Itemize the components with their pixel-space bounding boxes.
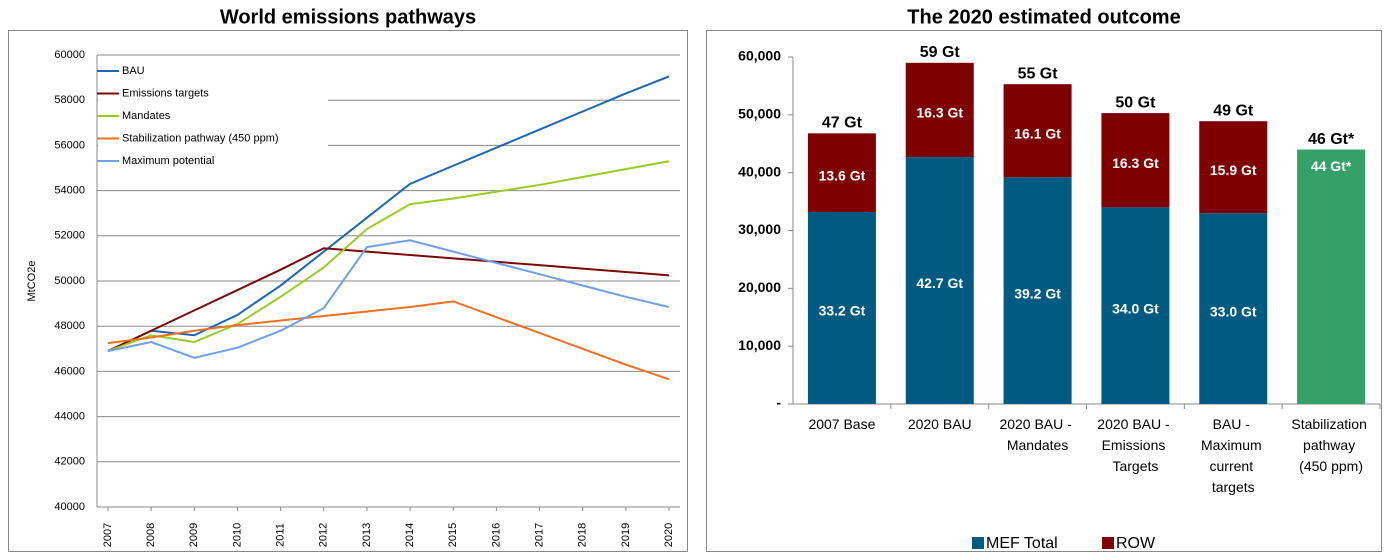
bar-segment: [1199, 213, 1268, 404]
chart-title: World emissions pathways: [220, 6, 476, 28]
value-label: 13.6 Gt: [819, 167, 866, 183]
x-tick-label: 2020: [663, 523, 675, 547]
bar-segment: [807, 133, 876, 212]
y-tick-label: 20,000: [738, 279, 781, 295]
value-label: 44 Gt*: [1311, 158, 1352, 174]
bar-segment: [905, 62, 974, 158]
line-series: [107, 300, 670, 381]
bar-segment: [1003, 177, 1072, 404]
x-tick-label: 2008: [145, 523, 157, 547]
y-tick-label: 40000: [54, 501, 85, 513]
y-tick-label: 60,000: [738, 48, 781, 64]
legend-label: Stabilization pathway (450 ppm): [122, 132, 279, 144]
x-tick-label: 2012: [318, 523, 330, 547]
y-tick-label: 54000: [54, 185, 85, 197]
bar-segment: [1297, 149, 1366, 404]
x-tick-label: 2020 BAU: [908, 416, 972, 432]
total-label: 46 Gt*: [1308, 131, 1355, 148]
x-tick-label: 2013: [361, 523, 373, 547]
total-label: 50 Gt: [1115, 94, 1156, 111]
x-tick-label: 2020 BAU - Emissions Targets: [1097, 416, 1173, 474]
chart-title: The 2020 estimated outcome: [907, 6, 1180, 28]
value-label: 42.7 Gt: [916, 275, 963, 291]
bar-segment: [1101, 113, 1170, 208]
x-tick-label: 2011: [275, 523, 287, 547]
legend-label: Emissions targets: [122, 87, 209, 99]
bar-segment: [905, 157, 974, 404]
line-series: [107, 239, 670, 359]
value-label: 15.9 Gt: [1210, 162, 1257, 178]
line-series: [107, 160, 670, 352]
x-tick-label: 2007: [102, 523, 114, 547]
x-tick-label: 2017: [533, 523, 545, 547]
y-tick-label: -: [776, 395, 781, 411]
y-tick-label: 44000: [54, 411, 85, 423]
x-tick-label: 2007 Base: [808, 416, 875, 432]
y-axis-label: MtCO2e: [26, 261, 38, 302]
y-tick-label: 30,000: [738, 221, 781, 237]
y-tick-label: 50,000: [738, 106, 781, 122]
x-tick-label: BAU - Maximum current targets: [1201, 416, 1266, 495]
bar-segment: [807, 211, 876, 404]
y-tick-label: 50000: [54, 275, 85, 287]
legend-swatch: [1102, 537, 1114, 549]
bar-segment: [1003, 84, 1072, 178]
value-label: 16.3 Gt: [916, 105, 963, 121]
x-tick-label: 2020 BAU - Mandates: [999, 416, 1075, 453]
legend-label: ROW: [1116, 535, 1156, 552]
legend-box: [98, 60, 328, 160]
line-series: [107, 75, 670, 352]
y-tick-label: 56000: [54, 139, 85, 151]
legend-swatch: [972, 537, 984, 549]
y-tick-label: 42000: [54, 456, 85, 468]
value-label: 39.2 Gt: [1014, 285, 1061, 301]
x-tick-label: 2018: [577, 523, 589, 547]
total-label: 55 Gt: [1018, 65, 1059, 82]
total-label: 47 Gt: [822, 115, 863, 132]
line-series: [107, 247, 670, 352]
value-label: 16.3 Gt: [1112, 155, 1159, 171]
value-label: 33.2 Gt: [819, 303, 866, 319]
x-tick-label: 2019: [620, 523, 632, 547]
value-label: 16.1 Gt: [1014, 125, 1061, 141]
total-label: 59 Gt: [920, 44, 961, 61]
y-tick-label: 40,000: [738, 163, 781, 179]
total-label: 49 Gt: [1213, 102, 1254, 119]
x-tick-label: 2009: [188, 523, 200, 547]
y-tick-label: 60000: [54, 49, 85, 61]
x-tick-label: 2014: [404, 523, 416, 547]
x-tick-label: 2015: [447, 523, 459, 547]
value-label: 33.0 Gt: [1210, 303, 1257, 319]
bar-segment: [1199, 121, 1268, 214]
legend-label: BAU: [122, 65, 145, 77]
legend-label: MEF Total: [986, 535, 1058, 552]
y-tick-label: 58000: [54, 94, 85, 106]
legend-label: Maximum potential: [122, 155, 214, 167]
y-tick-label: 52000: [54, 230, 85, 242]
bar-segment: [1101, 207, 1170, 404]
legend-label: Mandates: [122, 110, 171, 122]
x-tick-label: 2016: [490, 523, 502, 547]
value-label: 34.0 Gt: [1112, 300, 1159, 316]
y-tick-label: 10,000: [738, 337, 781, 353]
y-tick-label: 48000: [54, 320, 85, 332]
x-tick-label: 2010: [231, 523, 243, 547]
x-tick-label: Stabilization pathway (450 ppm): [1291, 416, 1370, 474]
y-tick-label: 46000: [54, 365, 85, 377]
